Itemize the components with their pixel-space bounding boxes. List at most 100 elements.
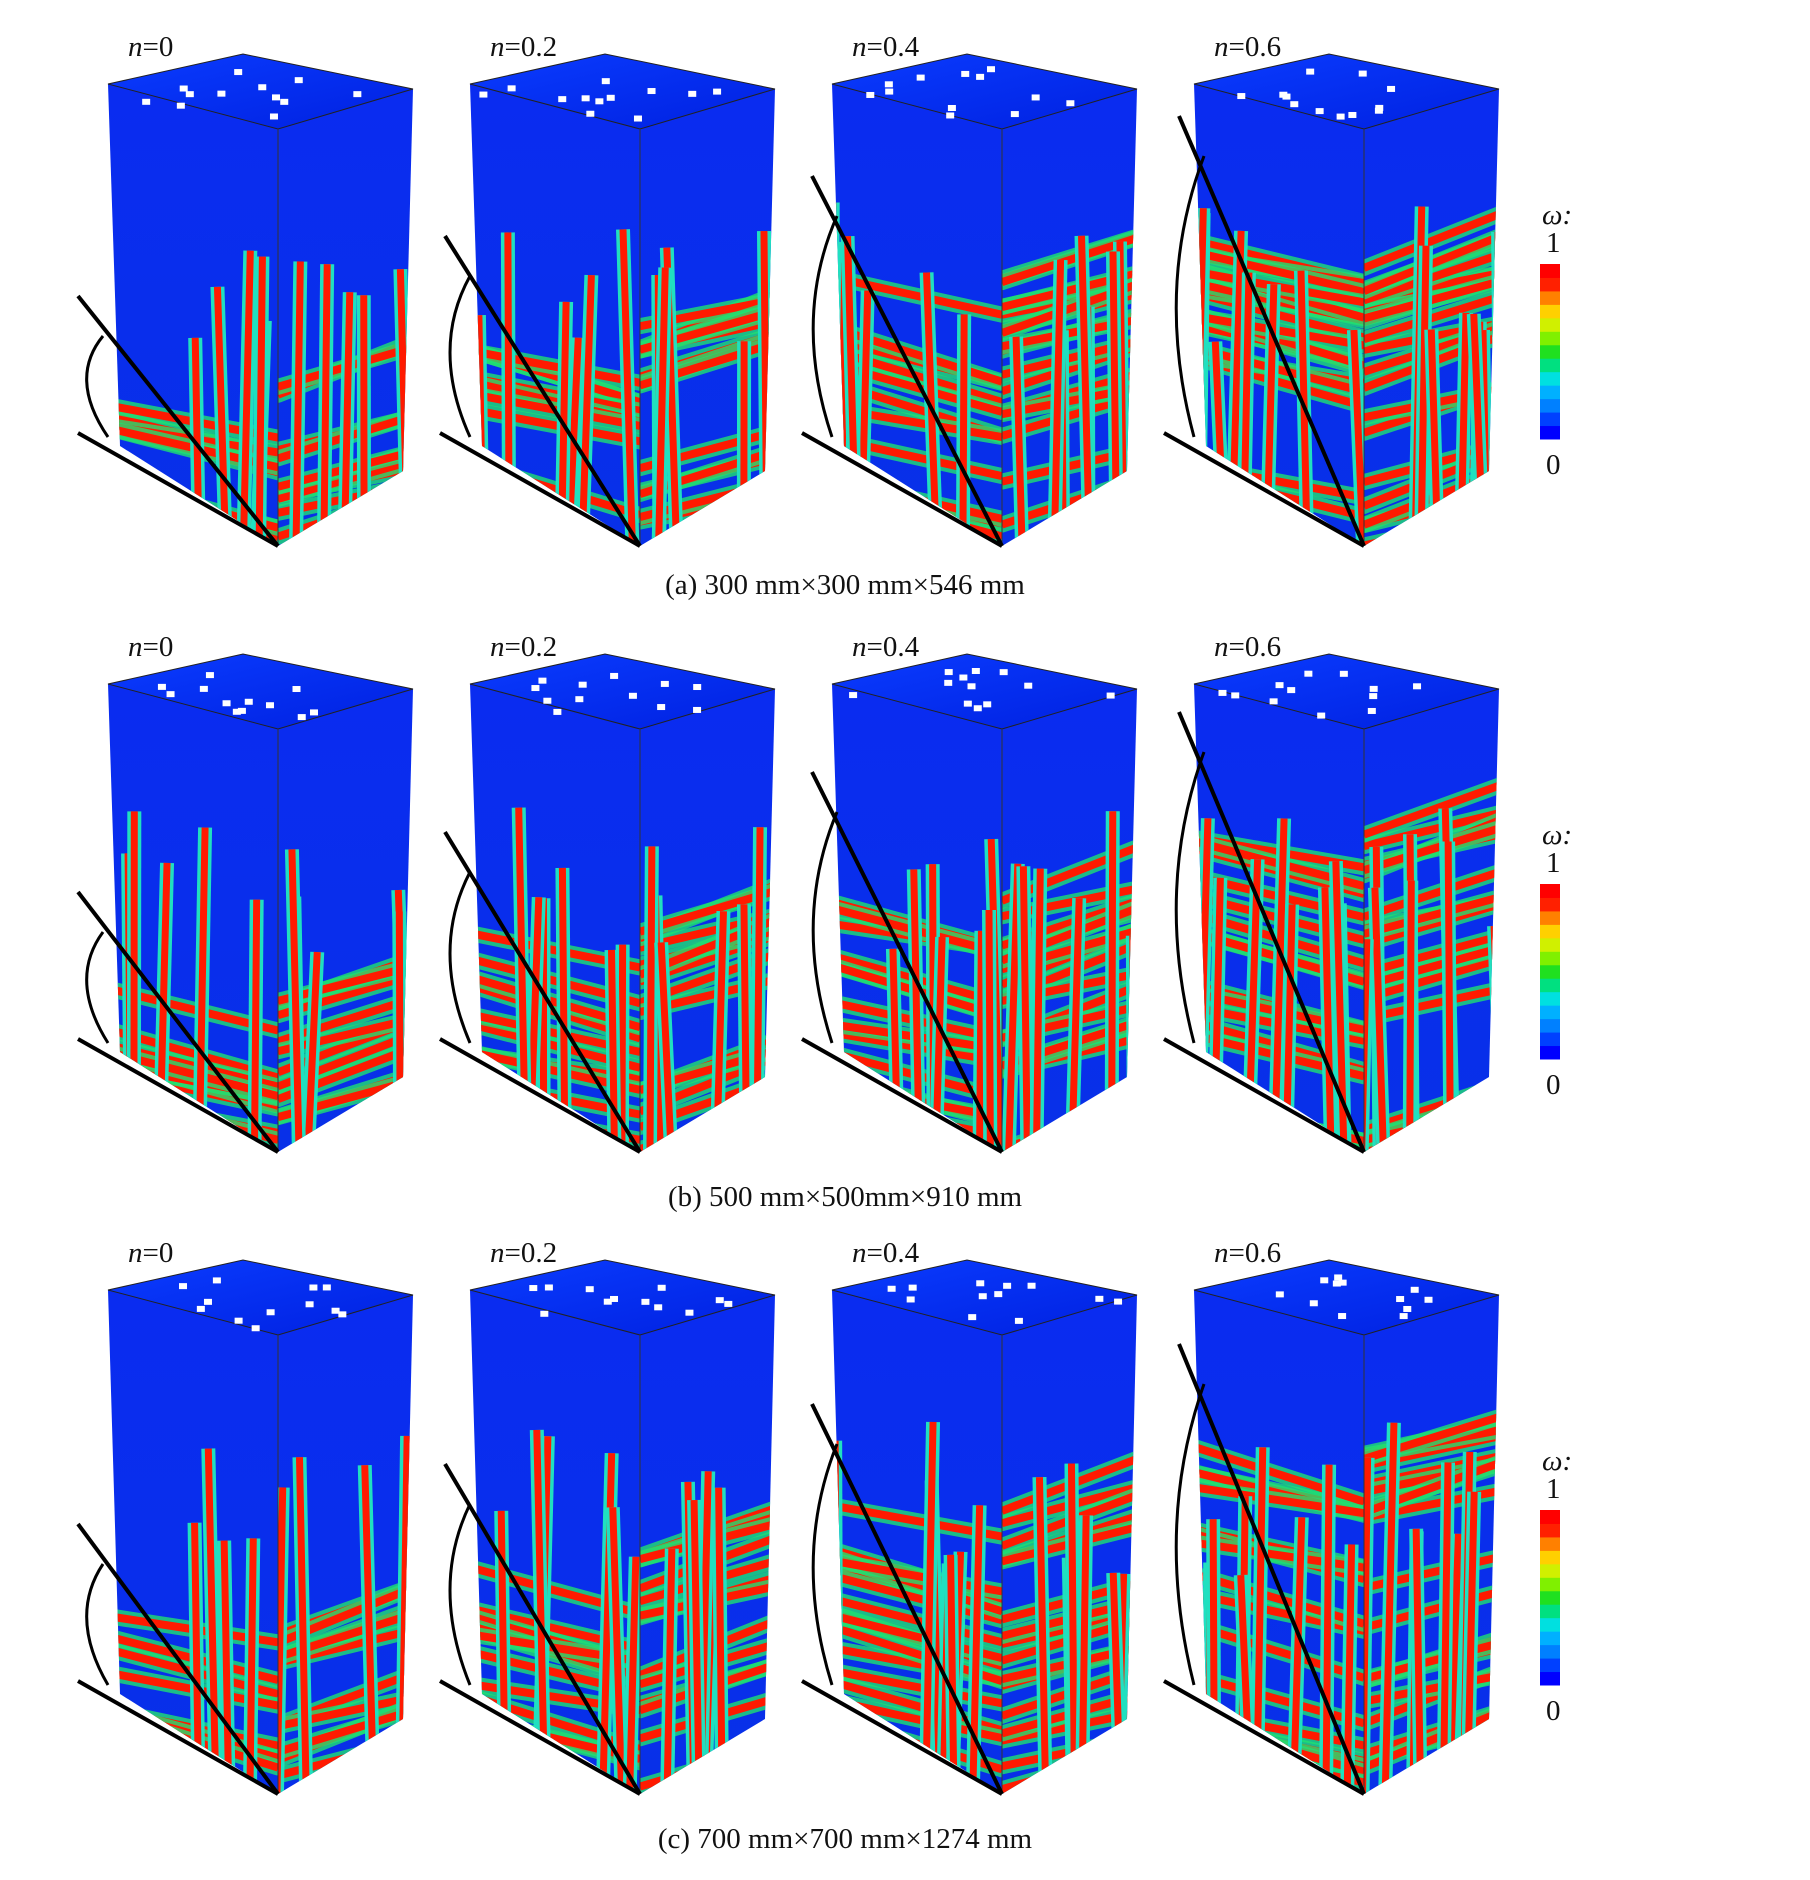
crack [1032,868,1044,1152]
crack [740,904,751,1152]
crack-halo [470,1127,640,1152]
crack [1209,1519,1218,1794]
colorbar-swatch [1540,358,1560,373]
crack [407,1515,413,1794]
void [633,115,642,122]
void [1106,692,1115,699]
void [866,91,875,98]
crack [1035,1477,1050,1794]
angle-arrow [1174,751,1206,1044]
crack [1381,1422,1398,1794]
colorbar-swatch [1540,385,1560,400]
specimen [439,53,776,548]
void [1367,707,1376,714]
specimen [1163,653,1500,1154]
void [1387,85,1396,92]
colorbar-swatch [1540,1032,1560,1047]
crack-halo [108,537,278,546]
colorbar-swatch [1540,264,1560,278]
void [1114,1298,1123,1305]
void [205,672,214,679]
row-caption: (b) 500 mm×500mm×910 mm [668,1181,1023,1213]
top-face [1193,53,1500,130]
void [529,1285,538,1292]
void [251,1325,260,1332]
void [968,1314,977,1321]
void [967,683,976,690]
failure-line [443,830,642,1154]
void [693,706,702,713]
void [212,1277,221,1284]
void [558,96,567,103]
crack [618,944,627,1152]
crack [195,827,209,1152]
damage-pattern [1002,228,1137,546]
void [1095,1295,1104,1302]
void [916,74,925,81]
void [999,669,1008,676]
void [1334,1274,1343,1281]
void [237,707,246,714]
crack [246,1538,257,1794]
colorbar-swatch [1540,371,1560,386]
panel-symbol: n [1214,631,1229,663]
top-face [1193,653,1500,730]
void [1374,107,1383,114]
colorbar-swatch [1540,1536,1560,1551]
failure-line [810,1403,1004,1795]
crack [655,267,669,546]
crack [922,1421,937,1794]
crack [1194,1621,1364,1682]
panel-label: n=0 [128,31,173,63]
angle-arrow [448,1503,472,1686]
crack [1364,824,1499,874]
crack [832,202,837,546]
void [1003,1282,1012,1289]
crack [1194,248,1364,296]
specimen [1163,53,1500,548]
colorbar-swatch [1540,1617,1560,1632]
void [1413,683,1422,690]
crack [1195,818,1212,1152]
specimen [1163,1259,1500,1796]
crack [609,1507,626,1794]
void [265,702,274,709]
crack [1494,231,1499,546]
void [1317,712,1326,719]
void [908,1284,917,1291]
void [1338,1313,1347,1320]
void [947,104,956,111]
panel-value: =0.6 [1229,31,1282,63]
void [1287,687,1296,694]
colorbar-swatch [1540,1018,1560,1033]
void [1338,1279,1347,1286]
panel-value: =0.4 [867,631,920,663]
crack [832,273,1002,319]
colorbar-swatch [1540,398,1560,413]
void [1275,682,1284,689]
crack [1005,863,1022,1152]
base-line [801,1037,1003,1154]
void [693,684,702,691]
crack [1050,259,1065,546]
void [601,78,610,85]
void [1218,689,1227,696]
specimen [76,653,414,1154]
failure-line [1177,1343,1366,1795]
void [142,98,151,105]
void [657,1284,666,1291]
void [983,701,992,708]
top-face [107,1259,414,1336]
panel-symbol: n [1214,31,1229,63]
void [540,1310,549,1317]
colorbar-swatch [1540,412,1560,427]
panel-value: =0.6 [1229,1237,1282,1269]
specimen [439,653,776,1154]
failure-line [810,175,1004,547]
damage-pattern [1002,1450,1137,1794]
void [1403,1305,1412,1312]
base-line [1163,1679,1365,1796]
crack [1371,887,1387,1152]
crack [608,949,618,1152]
crack [1322,1464,1333,1794]
